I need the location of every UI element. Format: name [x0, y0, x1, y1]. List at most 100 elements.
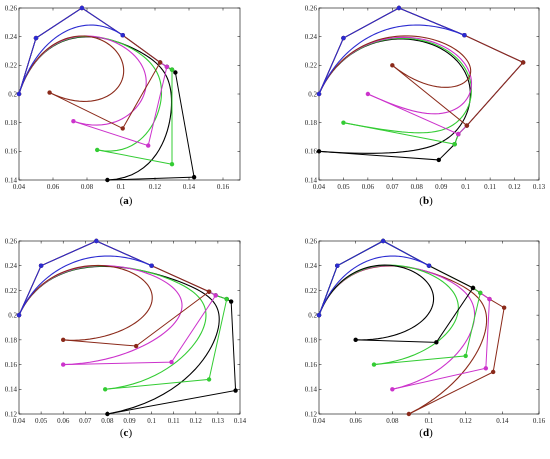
- panel-caption: (c): [120, 427, 133, 439]
- chart-panel-a: 0.04 0.06 0.08 0.1 0.12 0.14 0.16 0.14 0.16 0.18 0…: [5, 4, 241, 207]
- y-tick-label: 0.14: [305, 176, 318, 184]
- control-point: [406, 411, 412, 417]
- x-tick-label: 0.06: [350, 417, 363, 425]
- control-point: [206, 289, 212, 294]
- control-point: [102, 387, 108, 392]
- control-point: [341, 35, 346, 41]
- x-tick-label: 0.1: [425, 417, 434, 425]
- bezier-curve: [318, 36, 473, 115]
- control-point: [95, 147, 100, 153]
- control-point: [79, 5, 85, 11]
- y-tick-label: 0.24: [5, 33, 18, 41]
- control-point: [316, 149, 322, 154]
- x-tick-label: 0.16: [217, 183, 230, 191]
- x-tick-label: 0.06: [362, 183, 375, 191]
- chart-panel-d: 0.04 0.06 0.08 0.1 0.12 0.14 0.16 0.12 0.14 0.16 0…: [305, 237, 546, 439]
- control-point: [16, 312, 22, 318]
- y-tick-label: 0.26: [305, 237, 318, 245]
- control-point: [353, 337, 358, 343]
- y-tick-label: 0.18: [5, 119, 18, 127]
- control-point: [94, 238, 99, 244]
- control-point: [228, 299, 234, 304]
- x-tick-label: 0.05: [337, 183, 350, 191]
- y-tick-label: 0.22: [305, 62, 318, 70]
- y-tick-label: 0.2: [8, 90, 17, 98]
- y-tick-label: 0.14: [305, 386, 318, 394]
- y-tick-label: 0.24: [305, 33, 318, 41]
- control-point: [434, 340, 439, 345]
- y-tick-label: 0.22: [5, 287, 18, 295]
- control-point: [169, 162, 175, 167]
- x-tick-label: 0.12: [149, 183, 162, 191]
- y-tick-label: 0.2: [8, 312, 17, 320]
- y-tick-label: 0.26: [305, 4, 318, 12]
- control-point: [16, 91, 22, 97]
- bezier-curve: [318, 255, 430, 316]
- control-point: [33, 35, 39, 41]
- y-tick-label: 0.24: [5, 262, 18, 270]
- x-tick-label: 0.1: [117, 183, 126, 191]
- control-point: [164, 64, 170, 69]
- y-tick-label: 0.14: [5, 386, 18, 394]
- control-point: [490, 369, 496, 375]
- control-point: [463, 353, 468, 359]
- y-tick-label: 0.18: [305, 119, 318, 127]
- x-tick-label: 0.04: [313, 417, 326, 425]
- control-point: [169, 67, 175, 72]
- x-tick-label: 0.07: [386, 183, 399, 191]
- panel-caption: (d): [419, 427, 433, 439]
- control-point: [520, 60, 526, 65]
- x-tick-label: 0.14: [496, 417, 509, 425]
- bezier-curve: [18, 264, 153, 341]
- control-point: [470, 285, 476, 291]
- x-tick-label: 0.11: [484, 183, 496, 191]
- x-tick-label: 0.11: [168, 417, 180, 425]
- x-tick-label: 0.12: [460, 417, 473, 425]
- x-tick-label: 0.12: [190, 417, 203, 425]
- control-point: [335, 263, 340, 268]
- y-tick-label: 0.12: [305, 410, 318, 418]
- control-point: [47, 90, 52, 95]
- control-point: [462, 33, 467, 38]
- control-point: [396, 5, 402, 11]
- x-tick-label: 0.08: [411, 183, 424, 191]
- control-point: [206, 377, 212, 382]
- x-tick-label: 0.09: [435, 183, 448, 191]
- control-point: [483, 366, 489, 371]
- x-tick-label: 0.08: [386, 417, 399, 425]
- series-0: [316, 238, 432, 318]
- control-point: [380, 238, 386, 244]
- control-polygon: [18, 240, 152, 316]
- x-tick-label: 0.14: [183, 183, 196, 191]
- y-tick-label: 0.14: [5, 176, 18, 184]
- x-tick-label: 0.07: [79, 417, 92, 425]
- control-point: [478, 290, 483, 296]
- control-point: [105, 411, 110, 417]
- control-point: [501, 305, 507, 310]
- panel-caption: (a): [120, 195, 133, 207]
- y-tick-label: 0.26: [5, 237, 18, 245]
- control-point: [71, 119, 76, 124]
- x-tick-label: 0.04: [13, 417, 26, 425]
- x-tick-label: 0.08: [101, 417, 114, 425]
- control-point: [120, 33, 125, 38]
- chart-panel-c: 0.04 0.05 0.06 0.07 0.08 0.09 0.1 0.11 0.12 0.13 0…: [5, 237, 247, 439]
- chart-panel-b: 0.04 0.05 0.06 0.07 0.08 0.09 0.1 0.11 0.12 0.13 0…: [305, 4, 546, 207]
- bezier-curve: [18, 24, 123, 95]
- control-point: [464, 123, 470, 128]
- control-point: [38, 263, 44, 268]
- y-tick-label: 0.16: [5, 148, 18, 156]
- control-point: [133, 343, 139, 349]
- y-tick-label: 0.16: [5, 361, 18, 369]
- y-tick-label: 0.18: [305, 336, 318, 344]
- x-tick-label: 0.04: [13, 183, 26, 191]
- x-tick-label: 0.1: [461, 183, 470, 191]
- control-point: [105, 177, 110, 183]
- control-point: [173, 70, 178, 75]
- x-tick-label: 0.12: [508, 183, 521, 191]
- y-tick-label: 0.16: [305, 148, 318, 156]
- control-point: [487, 296, 492, 302]
- control-point: [213, 293, 218, 298]
